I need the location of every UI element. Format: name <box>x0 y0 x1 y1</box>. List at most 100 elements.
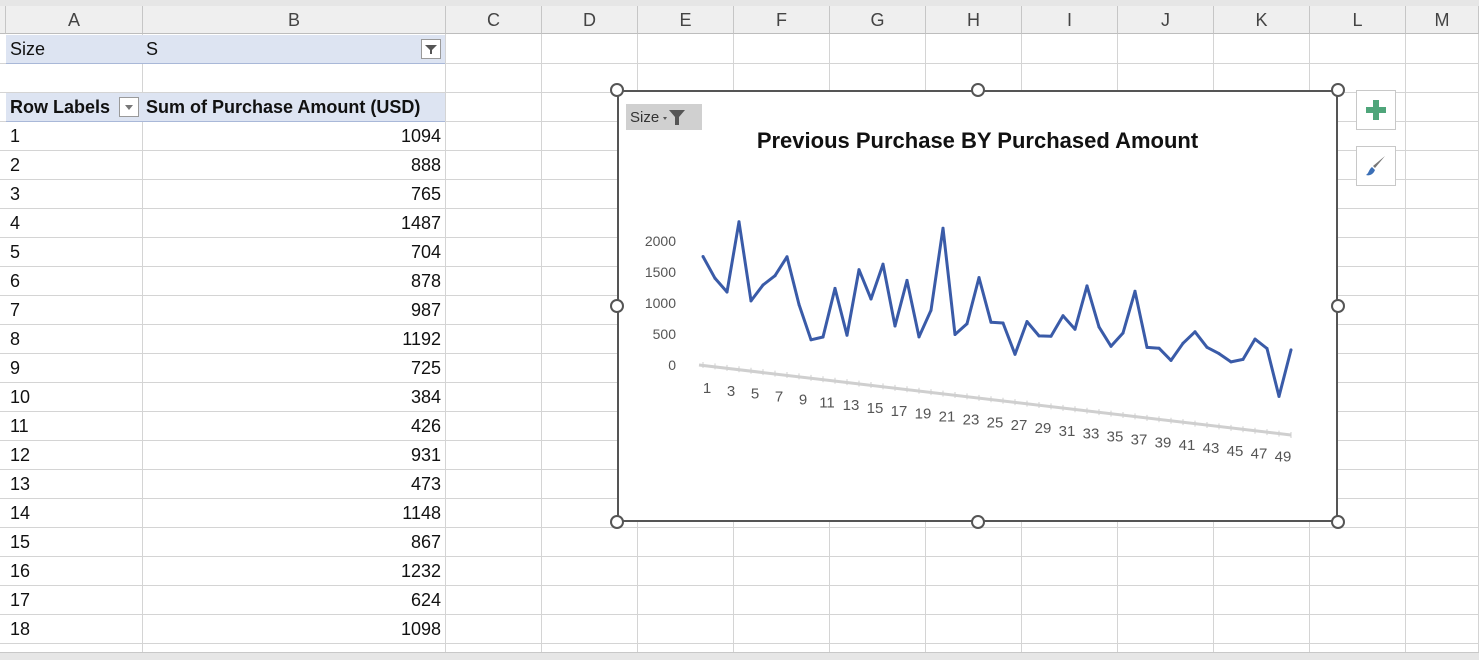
pivot-row-label: 4 <box>10 213 21 233</box>
filter-dropdown-button[interactable] <box>421 39 441 59</box>
column-header-c[interactable]: C <box>446 6 542 34</box>
x-tick-label: 19 <box>915 406 932 423</box>
data-point <box>1133 289 1137 293</box>
resize-handle-bottom[interactable] <box>971 515 985 529</box>
gridline-vertical <box>1405 34 1406 659</box>
data-point <box>1265 347 1269 350</box>
data-point <box>797 303 801 306</box>
data-point <box>1169 358 1173 362</box>
x-tick-label: 31 <box>1059 423 1076 440</box>
data-point <box>761 283 765 287</box>
column-header-b[interactable]: B <box>143 6 446 34</box>
top-strip <box>0 0 1479 6</box>
data-point <box>893 324 897 328</box>
gridline-horizontal <box>0 614 1479 615</box>
resize-handle-left[interactable] <box>610 299 624 313</box>
column-header-m[interactable]: M <box>1406 6 1479 34</box>
pivot-row-value: 931 <box>410 445 441 465</box>
pivot-header-row <box>6 93 445 122</box>
pivot-row-value: 1094 <box>400 126 441 146</box>
filter-icon <box>663 110 686 125</box>
data-point <box>1193 330 1197 334</box>
column-header-h[interactable]: H <box>926 6 1022 34</box>
resize-handle-br[interactable] <box>1331 515 1345 529</box>
chart-styles-button[interactable] <box>1356 146 1396 186</box>
gridline-horizontal <box>0 63 1479 64</box>
resize-handle-bl[interactable] <box>610 515 624 529</box>
resize-handle-tl[interactable] <box>610 83 624 97</box>
column-header-d[interactable]: D <box>542 6 638 34</box>
resize-handle-tr[interactable] <box>1331 83 1345 97</box>
data-point <box>941 226 945 230</box>
data-point <box>1157 346 1161 350</box>
column-header-i[interactable]: I <box>1022 6 1118 34</box>
data-point <box>1001 321 1005 325</box>
row-labels-dropdown-button[interactable] <box>119 97 139 117</box>
chart-size-filter-label: Size <box>630 108 660 126</box>
data-point <box>845 333 849 337</box>
data-point <box>857 268 861 272</box>
data-point <box>1205 345 1209 349</box>
chart-size-filter-button[interactable]: Size <box>626 104 702 130</box>
x-tick-label: 41 <box>1179 437 1196 454</box>
data-point <box>1049 334 1053 338</box>
pivot-row-label: 7 <box>10 300 21 320</box>
horizontal-scroll-strip[interactable] <box>0 652 1479 660</box>
gridline-horizontal <box>0 585 1479 586</box>
data-point <box>749 299 753 303</box>
gridline-vertical <box>142 34 143 659</box>
data-point <box>953 333 957 336</box>
line-chart[interactable]: Size Previous Purchase BY Purchased Amou… <box>617 90 1338 522</box>
pivot-row-label: 2 <box>10 155 21 175</box>
data-point <box>1061 314 1065 318</box>
column-header-g[interactable]: G <box>830 6 926 34</box>
pivot-row-value: 1487 <box>400 213 441 233</box>
resize-handle-right[interactable] <box>1331 299 1345 313</box>
data-point <box>821 335 825 339</box>
x-tick-label: 23 <box>963 411 980 428</box>
pivot-row-value: 725 <box>410 358 441 378</box>
pivot-row-label: 5 <box>10 242 21 262</box>
pivot-row-value: 878 <box>410 271 441 291</box>
data-point <box>785 255 789 259</box>
filter-value: S <box>146 39 159 59</box>
resize-handle-top[interactable] <box>971 83 985 97</box>
column-header-l[interactable]: L <box>1310 6 1406 34</box>
x-tick-label: 11 <box>819 394 835 411</box>
data-point <box>1253 337 1257 341</box>
pivot-filter-row <box>6 35 445 64</box>
data-point <box>977 276 981 280</box>
column-header-f[interactable]: F <box>734 6 830 34</box>
plus-icon <box>1366 100 1386 120</box>
data-point <box>1145 345 1149 349</box>
x-tick-label: 13 <box>843 397 860 414</box>
pivot-row-label: 13 <box>10 474 31 494</box>
pivot-row-label: 16 <box>10 561 31 581</box>
pivot-row-label: 18 <box>10 619 31 639</box>
paintbrush-icon <box>1366 156 1385 176</box>
pivot-row-label: 12 <box>10 445 31 465</box>
x-tick-label: 9 <box>799 391 807 408</box>
column-header-j[interactable]: J <box>1118 6 1214 34</box>
pivot-row-value: 867 <box>410 532 441 552</box>
data-point <box>701 255 705 258</box>
pivot-row-label: 3 <box>10 184 21 204</box>
data-point <box>737 220 741 224</box>
chart-elements-button[interactable] <box>1356 90 1396 130</box>
series-line[interactable] <box>701 220 1293 398</box>
pivot-row-value: 888 <box>410 155 441 175</box>
data-point <box>1277 394 1281 398</box>
column-header-e[interactable]: E <box>638 6 734 34</box>
data-point <box>1121 331 1125 335</box>
select-all-corner[interactable] <box>0 6 6 34</box>
x-tick-label: 37 <box>1131 431 1148 448</box>
data-point <box>713 276 717 280</box>
column-header-k[interactable]: K <box>1214 6 1310 34</box>
pivot-row-value: 1148 <box>402 503 441 523</box>
pivot-row-value: 473 <box>410 474 441 494</box>
pivot-row-value: 1098 <box>400 619 441 639</box>
gridline-vertical <box>445 34 446 659</box>
column-header-a[interactable]: A <box>6 6 143 34</box>
pivot-row-label: 6 <box>10 271 21 291</box>
